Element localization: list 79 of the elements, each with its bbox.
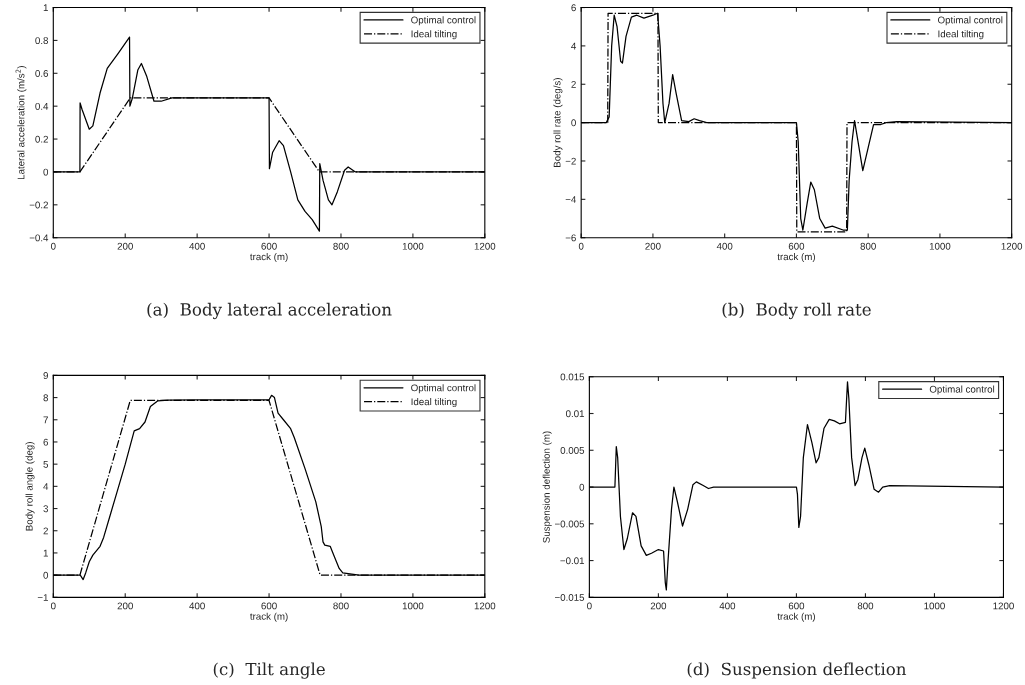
y-tick-label: 7 xyxy=(43,416,48,424)
y-tick-label: 9 xyxy=(43,372,48,379)
legend-label: Optimal control xyxy=(929,385,995,395)
text: (c) Tilt angle xyxy=(213,662,325,679)
x-axis-title: track (m) xyxy=(250,253,288,263)
x-axis-title: track (m) xyxy=(250,612,288,622)
x-tick-label: 800 xyxy=(333,602,349,610)
legend-label: Optimal control xyxy=(938,16,1003,26)
x-tick-label: 400 xyxy=(719,602,736,610)
y-tick-label: 1 xyxy=(43,549,48,557)
y-tick-label: −6 xyxy=(565,234,576,242)
y-axis-title: Lateral acceleration (m/s$^{2}$) xyxy=(15,66,27,180)
x-tick-label: 1200 xyxy=(1001,242,1023,250)
x-tick-label: 1000 xyxy=(402,242,424,250)
y-tick-label: 1 xyxy=(43,4,48,12)
y-tick-label: 0.2 xyxy=(35,135,48,143)
y-tick-label: 2 xyxy=(43,527,48,535)
x-tick-label: 800 xyxy=(860,242,876,250)
legend-label: Ideal tilting xyxy=(411,398,457,408)
x-tick-label: 800 xyxy=(857,602,874,610)
y-tick-label: 0 xyxy=(571,119,576,127)
x-tick-label: 0 xyxy=(50,602,56,610)
x-tick-label: 200 xyxy=(645,242,661,250)
y-tick-label: 0.015 xyxy=(560,373,585,381)
text: (a) Body lateral acceleration xyxy=(147,302,392,320)
x-tick-label: 600 xyxy=(788,602,805,610)
x-tick-label: 600 xyxy=(788,242,805,250)
x-tick-label: 800 xyxy=(333,242,349,250)
y-tick-label: 6 xyxy=(571,4,576,12)
x-tick-label: 600 xyxy=(261,242,277,250)
legend-label: Optimal control xyxy=(411,384,476,394)
y-axis-title: Body roll angle (deg) xyxy=(25,442,35,531)
y-tick-label: −0.2 xyxy=(29,201,48,209)
x-tick-label: 400 xyxy=(716,242,733,250)
y-tick-label: 0.01 xyxy=(565,410,585,418)
y-tick-label: −0.4 xyxy=(29,234,49,242)
y-axis-title: Suspension deflection (m) xyxy=(542,431,552,543)
x-tick-label: 600 xyxy=(261,602,277,610)
y-tick-label: 3 xyxy=(43,505,49,513)
text: (b) Body roll rate xyxy=(722,302,871,320)
y-tick-label: 0.6 xyxy=(35,70,49,77)
x-tick-label: 200 xyxy=(117,242,133,250)
x-tick-label: 1200 xyxy=(474,602,496,610)
y-tick-label: 5 xyxy=(43,460,49,468)
x-axis-title: track (m) xyxy=(777,612,815,622)
y-tick-label: 0 xyxy=(43,571,49,579)
y-tick-label: 2 xyxy=(571,80,576,88)
y-tick-label: 0.8 xyxy=(35,37,49,45)
y-tick-label: 8 xyxy=(43,394,49,402)
y-tick-label: 0.4 xyxy=(35,102,49,110)
x-tick-label: 1200 xyxy=(474,242,496,250)
y-tick-label: −0.015 xyxy=(554,594,585,601)
x-tick-label: 1000 xyxy=(402,602,424,610)
x-tick-label: 1000 xyxy=(929,242,951,250)
x-tick-label: 1000 xyxy=(924,602,945,610)
y-tick-label: 0 xyxy=(579,483,585,491)
y-tick-label: −0.005 xyxy=(554,520,585,528)
legend-label: Ideal tilting xyxy=(411,30,457,40)
y-tick-label: 4 xyxy=(43,483,49,490)
x-tick-label: 400 xyxy=(189,602,205,610)
y-tick-label: 0 xyxy=(43,168,49,176)
x-tick-label: 200 xyxy=(650,602,667,610)
y-axis-title: Body roll rate (deg/s) xyxy=(553,78,563,167)
legend-label: Ideal tilting xyxy=(938,30,984,40)
y-tick-label: −2 xyxy=(565,157,576,165)
x-tick-label: 0 xyxy=(50,242,56,250)
legend-label: Optimal control xyxy=(411,16,476,26)
x-axis-title: track (m) xyxy=(777,253,815,263)
text: (d) Suspension deflection xyxy=(687,662,907,679)
y-tick-label: 0.005 xyxy=(560,447,585,454)
x-tick-label: 0 xyxy=(587,602,592,610)
x-tick-label: 200 xyxy=(117,602,133,610)
y-tick-label: −0.01 xyxy=(560,557,585,565)
x-tick-label: 1200 xyxy=(993,602,1014,610)
y-tick-label: 6 xyxy=(43,438,49,446)
y-tick-label: −4 xyxy=(565,196,577,203)
x-tick-label: 400 xyxy=(189,242,205,250)
y-tick-label: −1 xyxy=(37,594,48,601)
y-tick-label: 4 xyxy=(571,42,577,50)
